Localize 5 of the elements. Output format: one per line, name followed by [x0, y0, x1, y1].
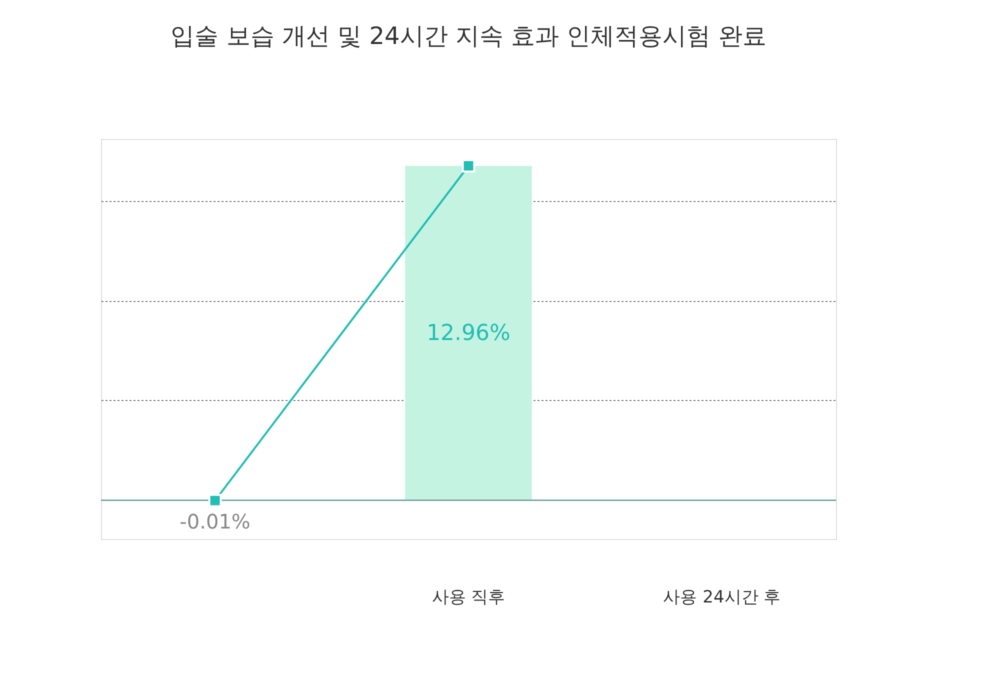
data-label: -0.01% [180, 510, 250, 534]
chart-title: 입술 보습 개선 및 24시간 지속 효과 인체적용시험 완료 [170, 22, 766, 50]
data-label: 12.96% [426, 321, 510, 346]
x-tick-label: 사용 24시간 후 [663, 588, 781, 608]
x-tick-label: 사용 직후 [432, 588, 506, 608]
